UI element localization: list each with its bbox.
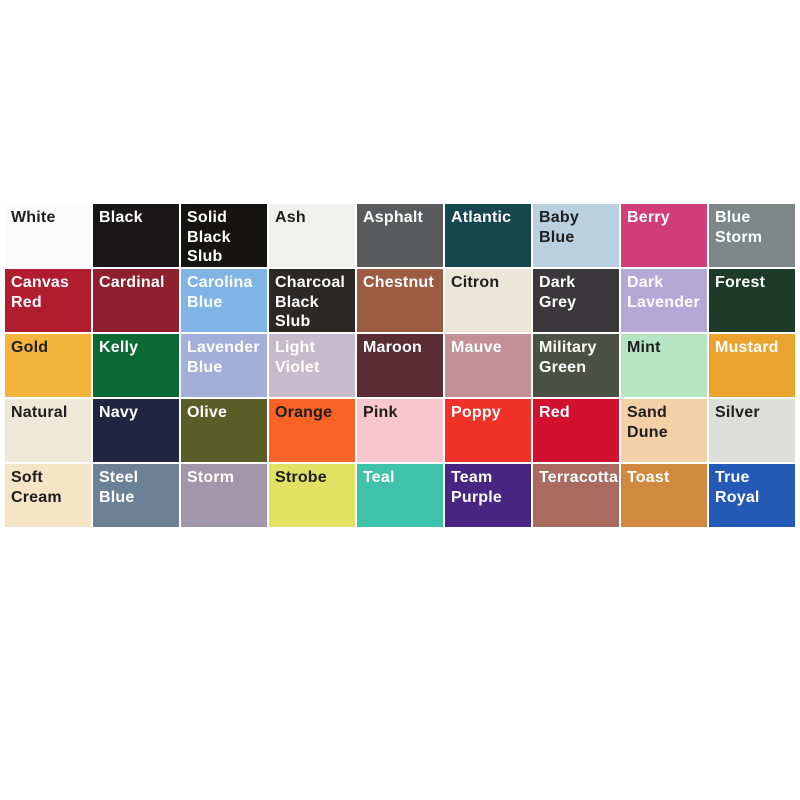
swatch-label: Poppy <box>451 404 501 421</box>
color-swatch[interactable]: Red <box>533 399 619 462</box>
swatch-label: Carolina Blue <box>187 274 253 311</box>
swatch-label: Lavender Blue <box>187 339 260 376</box>
swatch-label: Orange <box>275 404 333 421</box>
color-swatch[interactable]: Mint <box>621 334 707 397</box>
swatch-label: Mustard <box>715 339 779 356</box>
color-swatch[interactable]: Mustard <box>709 334 795 397</box>
color-swatch[interactable]: Baby Blue <box>533 204 619 267</box>
swatch-label: Navy <box>99 404 139 421</box>
swatch-label: Teal <box>363 469 395 486</box>
color-swatch[interactable]: Kelly <box>93 334 179 397</box>
swatch-label: Steel Blue <box>99 469 139 506</box>
swatch-label: Kelly <box>99 339 139 356</box>
color-swatch[interactable]: Lavender Blue <box>181 334 267 397</box>
swatch-label: Sand Dune <box>627 404 668 441</box>
color-swatch[interactable]: Pink <box>357 399 443 462</box>
swatch-label: Light Violet <box>275 339 320 376</box>
color-swatch[interactable]: Strobe <box>269 464 355 527</box>
swatch-label: Maroon <box>363 339 422 356</box>
color-swatch[interactable]: Dark Lavender <box>621 269 707 332</box>
swatch-label: Cardinal <box>99 274 165 291</box>
swatch-label: Chestnut <box>363 274 434 291</box>
color-swatch[interactable]: Toast <box>621 464 707 527</box>
swatch-label: Gold <box>11 339 49 356</box>
color-swatch[interactable]: Team Purple <box>445 464 531 527</box>
color-swatch[interactable]: Silver <box>709 399 795 462</box>
color-swatch[interactable]: Soft Cream <box>5 464 91 527</box>
swatch-label: Solid Black Slub <box>187 209 231 266</box>
swatch-label: True Royal <box>715 469 760 506</box>
swatch-label: Berry <box>627 209 670 226</box>
swatch-label: Forest <box>715 274 766 291</box>
color-swatch[interactable]: Military Green <box>533 334 619 397</box>
swatch-label: Asphalt <box>363 209 424 226</box>
color-swatch[interactable]: Storm <box>181 464 267 527</box>
color-swatch-grid: White Black Solid Black Slub Ash Asphalt… <box>5 204 795 527</box>
color-swatch[interactable]: Light Violet <box>269 334 355 397</box>
color-swatch[interactable]: True Royal <box>709 464 795 527</box>
color-swatch[interactable]: Canvas Red <box>5 269 91 332</box>
color-swatch[interactable]: Citron <box>445 269 531 332</box>
color-swatch[interactable]: Maroon <box>357 334 443 397</box>
swatch-label: Pink <box>363 404 398 421</box>
swatch-label: Baby Blue <box>539 209 579 246</box>
swatch-label: Dark Lavender <box>627 274 700 311</box>
color-swatch[interactable]: Forest <box>709 269 795 332</box>
color-swatch[interactable]: Steel Blue <box>93 464 179 527</box>
swatch-label: Toast <box>627 469 670 486</box>
swatch-label: Soft Cream <box>11 469 62 506</box>
color-swatch[interactable]: Teal <box>357 464 443 527</box>
swatch-label: Dark Grey <box>539 274 577 311</box>
color-swatch[interactable]: Ash <box>269 204 355 267</box>
color-swatch[interactable]: Berry <box>621 204 707 267</box>
swatch-label: Natural <box>11 404 68 421</box>
swatch-label: Canvas Red <box>11 274 70 311</box>
color-swatch[interactable]: Dark Grey <box>533 269 619 332</box>
color-swatch[interactable]: Sand Dune <box>621 399 707 462</box>
color-swatch[interactable]: Olive <box>181 399 267 462</box>
swatch-label: Blue Storm <box>715 209 763 246</box>
swatch-label: Terracotta <box>539 469 619 486</box>
swatch-label: Charcoal Black Slub <box>275 274 346 331</box>
color-swatch[interactable]: Asphalt <box>357 204 443 267</box>
color-swatch[interactable]: Blue Storm <box>709 204 795 267</box>
color-swatch[interactable]: Cardinal <box>93 269 179 332</box>
color-swatch[interactable]: Poppy <box>445 399 531 462</box>
swatch-label: Mauve <box>451 339 502 356</box>
color-swatch[interactable]: Gold <box>5 334 91 397</box>
swatch-label: Black <box>99 209 143 226</box>
color-swatch[interactable]: Natural <box>5 399 91 462</box>
color-swatch[interactable]: Solid Black Slub <box>181 204 267 267</box>
swatch-label: Storm <box>187 469 235 486</box>
swatch-label: Citron <box>451 274 500 291</box>
color-swatch[interactable]: Terracotta <box>533 464 619 527</box>
color-swatch[interactable]: White <box>5 204 91 267</box>
color-swatch[interactable]: Mauve <box>445 334 531 397</box>
swatch-label: Military Green <box>539 339 597 376</box>
swatch-label: Olive <box>187 404 228 421</box>
color-swatch[interactable]: Orange <box>269 399 355 462</box>
color-swatch[interactable]: Carolina Blue <box>181 269 267 332</box>
swatch-label: Atlantic <box>451 209 512 226</box>
swatch-label: Strobe <box>275 469 327 486</box>
color-swatch[interactable]: Black <box>93 204 179 267</box>
color-swatch[interactable]: Atlantic <box>445 204 531 267</box>
swatch-label: Team Purple <box>451 469 502 506</box>
color-swatch[interactable]: Chestnut <box>357 269 443 332</box>
color-swatch[interactable]: Charcoal Black Slub <box>269 269 355 332</box>
swatch-label: Red <box>539 404 570 421</box>
swatch-label: Mint <box>627 339 661 356</box>
swatch-label: Ash <box>275 209 306 226</box>
swatch-label: Silver <box>715 404 760 421</box>
swatch-label: White <box>11 209 56 226</box>
color-swatch[interactable]: Navy <box>93 399 179 462</box>
